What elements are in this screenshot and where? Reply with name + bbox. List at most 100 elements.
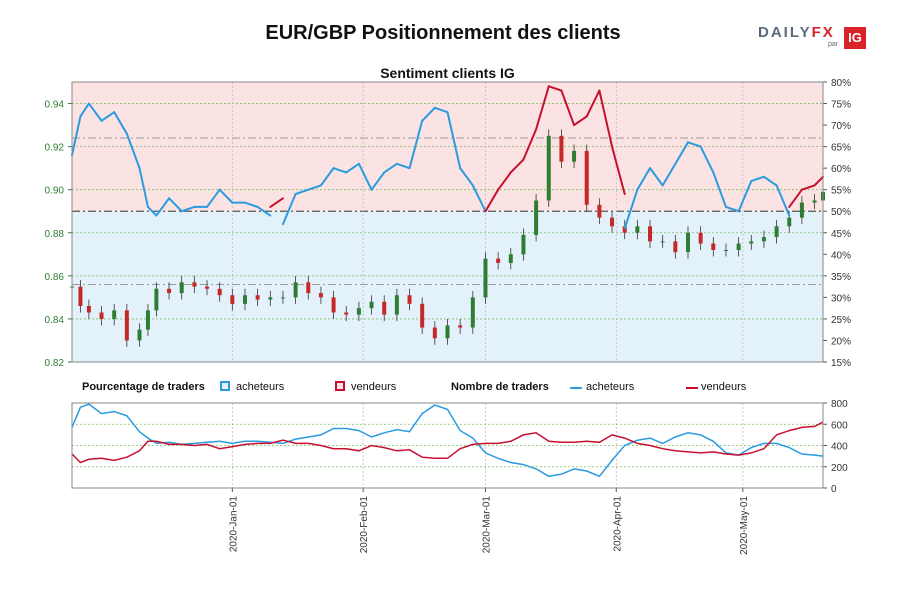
right-tick-label: 35% — [831, 272, 851, 283]
candle-body — [648, 226, 653, 242]
candle-body — [112, 310, 117, 319]
candle-body — [242, 295, 247, 304]
right-tick-label: 45% — [831, 229, 851, 240]
candle-body — [761, 237, 766, 242]
logo-par: par — [828, 41, 839, 48]
candle-body — [230, 295, 235, 304]
candle-body — [167, 288, 172, 294]
sentiment-buyers-segment — [146, 205, 158, 217]
left-tick-label: 0.92 — [45, 143, 65, 154]
sentiment-buyers-segment — [155, 197, 171, 217]
candle-body — [255, 295, 260, 300]
sentiment-buyers-segment — [395, 162, 411, 170]
candle-body — [774, 226, 779, 238]
sentiment-buyers-segment — [724, 205, 740, 213]
candle-body — [635, 226, 640, 233]
sentiment-sellers-segment — [547, 85, 563, 92]
sentiment-buyers-segment — [636, 167, 652, 191]
sentiment-buyers-segment — [345, 162, 360, 174]
candle-body — [787, 217, 792, 227]
candle-body — [407, 295, 412, 304]
candle-body — [711, 243, 716, 250]
sentiment-sellers-segment — [598, 89, 614, 148]
right-tick-label: 20% — [831, 336, 851, 347]
candle-body — [685, 232, 690, 253]
right-tick-label: 65% — [831, 143, 851, 154]
logo-daily: DAILY — [758, 24, 812, 41]
legend-pct-buyers-label: acheteurs — [236, 381, 285, 393]
sentiment-buyers-segment — [180, 205, 196, 213]
candle-body — [280, 297, 285, 299]
count-tick-label: 600 — [831, 420, 848, 431]
left-tick-label: 0.90 — [45, 186, 65, 197]
candle-body — [534, 200, 539, 235]
x-tick-label: 2020-Jan-01 — [228, 496, 239, 553]
sentiment-buyers-segment — [113, 111, 128, 135]
sentiment-sellers-segment — [497, 171, 512, 191]
chart-title: EUR/GBP Positionnement des clients — [265, 22, 621, 44]
count-tick-label: 200 — [831, 463, 848, 474]
sentiment-buyers-segment — [307, 184, 322, 191]
candle-body — [610, 217, 615, 227]
right-tick-label: 30% — [831, 293, 851, 304]
ig-logo-icon: IG — [844, 27, 866, 49]
candle-body — [736, 243, 741, 250]
candle-body — [572, 150, 577, 162]
sentiment-buyers-segment — [79, 102, 90, 118]
candle-body — [597, 204, 602, 218]
sentiment-sellers-segment — [269, 197, 284, 208]
legend-count-buyers-label: acheteurs — [586, 381, 635, 393]
right-tick-label: 70% — [831, 121, 851, 132]
price-plot-frame — [71, 81, 824, 363]
x-tick-label: 2020-Apr-01 — [612, 496, 623, 552]
sentiment-sellers-segment — [509, 158, 525, 174]
left-tick-label: 0.94 — [45, 100, 65, 111]
sentiment-buyers-segment — [319, 167, 335, 187]
count-tick-label: 800 — [831, 399, 848, 410]
candle-body — [749, 241, 754, 244]
right-tick-label: 75% — [831, 100, 851, 111]
candle-body — [382, 301, 387, 315]
left-tick-label: 0.82 — [45, 358, 65, 369]
sentiment-sellers-segment — [813, 175, 824, 187]
legend-count-label: Nombre de traders — [451, 381, 549, 393]
candle-body — [660, 241, 665, 243]
x-tick-label: 2020-May-01 — [739, 496, 750, 555]
candle-body — [483, 258, 488, 298]
sentiment-buyers-segment — [281, 193, 297, 226]
sentiment-sellers-segment — [788, 188, 803, 208]
right-tick-label: 60% — [831, 164, 851, 175]
sentiment-buyers-segment — [737, 180, 753, 213]
candle-body — [432, 327, 437, 339]
sentiment-buyers-segment — [674, 141, 689, 165]
right-tick-label: 55% — [831, 186, 851, 197]
candle-body — [420, 303, 425, 328]
sentiment-buyers-segment — [256, 205, 272, 217]
candle-body — [394, 295, 399, 315]
sentiment-buyers-segment — [446, 111, 462, 170]
candle-body — [293, 282, 298, 298]
candle-body — [268, 297, 273, 300]
sentiment-sellers-segment — [585, 89, 601, 118]
candle-body — [559, 135, 564, 162]
sentiment-subtitle: Sentiment clients IG — [380, 65, 515, 81]
legend-pct-label: Pourcentage de traders — [82, 381, 205, 393]
sentiment-sellers-segment — [560, 89, 576, 127]
sentiment-buyers-segment — [775, 184, 791, 217]
candle-body — [124, 310, 129, 341]
sentiment-buyers-segment — [87, 102, 103, 122]
sentiment-buyers-segment — [125, 132, 141, 170]
sentiment-sellers-segment — [535, 85, 550, 131]
sentiment-buyers-segment — [471, 184, 487, 213]
candle-body — [306, 282, 311, 294]
sentiment-buyers-segment — [357, 162, 373, 191]
right-tick-label: 80% — [831, 78, 851, 89]
sentiment-buyers-segment — [370, 171, 386, 191]
candle-body — [496, 258, 501, 263]
sentiment-buyers-segment — [459, 167, 474, 187]
sentiment-buyers-segment — [168, 197, 183, 213]
candle-body — [331, 297, 336, 313]
count-plot-frame — [71, 402, 824, 489]
candle-body — [179, 282, 184, 294]
